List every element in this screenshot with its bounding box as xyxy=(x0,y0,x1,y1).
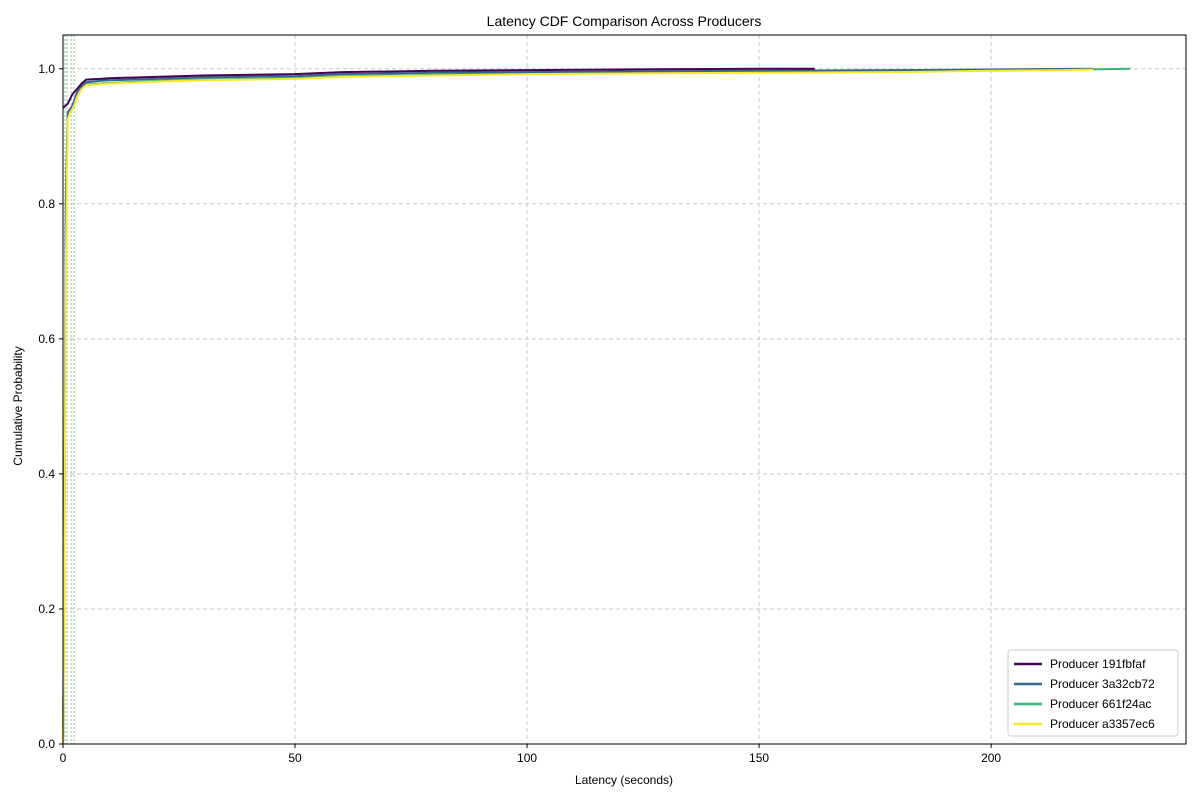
y-tick-label: 0.4 xyxy=(38,467,55,481)
y-tick-label: 0.2 xyxy=(38,602,55,616)
grid xyxy=(62,35,1186,745)
y-tick-label: 0.8 xyxy=(38,197,55,211)
legend-box xyxy=(1007,649,1179,737)
y-axis-label: Cumulative Probability xyxy=(11,346,25,465)
series-line-661f24ac xyxy=(62,67,1131,745)
x-tick-label: 150 xyxy=(749,751,769,765)
series-line-191fbfaf xyxy=(62,67,815,109)
y-tick-label: 0.6 xyxy=(38,332,55,346)
series-line-3a32cb72 xyxy=(62,67,1094,745)
x-axis-label: Latency (seconds) xyxy=(575,773,673,787)
y-tick-label: 1.0 xyxy=(38,62,55,76)
chart-title: Latency CDF Comparison Across Producers xyxy=(487,13,762,29)
axis-ticks: 0 50 100 150 200 0.0 0.2 0.4 0.6 0.8 1.0 xyxy=(38,62,1001,765)
x-tick-label: 0 xyxy=(60,751,67,765)
series-line-a3357ec6 xyxy=(62,68,1094,745)
legend-entry: Producer a3357ec6 xyxy=(1050,717,1155,731)
x-tick-label: 100 xyxy=(517,751,537,765)
x-tick-label: 50 xyxy=(288,751,302,765)
legend-entry: Producer 661f24ac xyxy=(1050,697,1151,711)
x-tick-label: 200 xyxy=(981,751,1001,765)
legend-entry: Producer 191fbfaf xyxy=(1050,657,1146,671)
y-tick-label: 0.0 xyxy=(38,737,55,751)
plot-frame xyxy=(62,34,1187,745)
series-lines xyxy=(62,67,1131,745)
legend-entry: Producer 3a32cb72 xyxy=(1050,677,1155,691)
legend: Producer 191fbfaf Producer 3a32cb72 Produc… xyxy=(1007,649,1179,737)
